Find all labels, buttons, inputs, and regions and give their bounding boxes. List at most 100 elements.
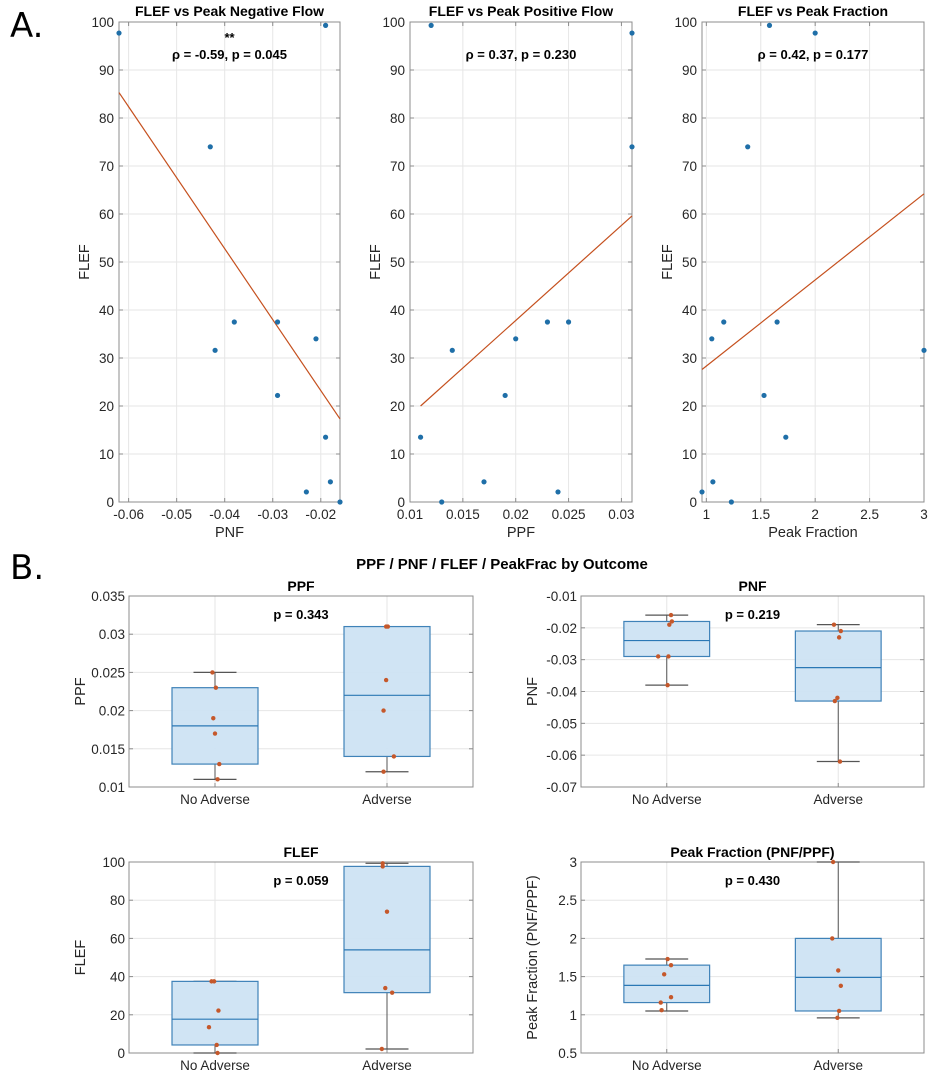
box-group-no-adverse [171, 670, 259, 782]
box [794, 937, 882, 1012]
y-tick-label: 40 [682, 303, 697, 318]
x-tick-label: Adverse [813, 1058, 863, 1073]
data-point [322, 434, 329, 440]
jitter-point [210, 670, 215, 675]
y-tick-label: 2 [569, 931, 577, 946]
jitter-point [379, 1046, 385, 1052]
data-point [481, 479, 487, 485]
y-tick-label: 10 [390, 447, 405, 462]
fit-line [420, 215, 633, 407]
data-point [327, 479, 333, 485]
chart-title: FLEF [284, 844, 319, 860]
y-tick-label: 10 [682, 447, 697, 462]
jitter-point [384, 909, 390, 914]
data-point [629, 144, 635, 150]
y-tick-label: 70 [390, 159, 405, 174]
y-tick-label: 90 [682, 63, 697, 78]
chart-b2: -0.07 -0.06 -0.05 -0.04 -0.03 -0.02 -0.01 No Ad… [525, 578, 925, 807]
data-point [555, 489, 561, 495]
jitter-point [665, 682, 670, 688]
x-tick-label: No Adverse [632, 1058, 702, 1073]
x-tick-label: No Adverse [180, 792, 250, 807]
y-tick-label: 100 [91, 15, 114, 30]
y-tick-label: 90 [390, 63, 405, 78]
y-tick-label: -0.04 [546, 685, 577, 700]
box-group-no-adverse [171, 979, 259, 1056]
jitter-point [389, 990, 395, 995]
jitter-point [668, 612, 674, 618]
jitter-point [211, 716, 216, 721]
box-group-no-adverse [623, 612, 711, 688]
chart-b3: 0 20 40 60 80 100 No Adverse Adverse FLEF p = 0.0… [73, 844, 474, 1073]
x-tick-label: 0.03 [608, 507, 634, 522]
data-point [502, 392, 508, 399]
y-axis-label: Peak Fraction (PNF/PPF) [525, 875, 541, 1039]
data-point [274, 392, 281, 399]
box [623, 620, 711, 658]
x-tick-label: -0.04 [209, 507, 240, 522]
x-tick-label: 0.01 [397, 507, 423, 522]
y-tick-label: 0.025 [91, 665, 125, 680]
y-tick-label: 40 [110, 970, 125, 985]
jitter-point [837, 759, 843, 764]
jitter-point [830, 859, 836, 865]
x-tick-label: Adverse [813, 792, 863, 807]
y-tick-label: 0.02 [99, 704, 125, 719]
stats-annotation: p = 0.430 [725, 873, 780, 888]
jitter-point [836, 1008, 842, 1014]
x-tick-label: Adverse [362, 1058, 412, 1073]
data-point [544, 319, 551, 325]
y-tick-label: -0.03 [546, 653, 577, 668]
box [794, 630, 882, 702]
data-point [439, 499, 445, 505]
y-tick-label: 40 [390, 303, 405, 318]
jitter-point [381, 769, 386, 774]
y-tick-label: 0.01 [99, 780, 125, 795]
box-group-adverse [794, 622, 882, 764]
y-tick-label: 0.015 [91, 742, 125, 757]
y-tick-label: 10 [99, 447, 114, 462]
jitter-point [659, 1008, 664, 1013]
data-point [745, 144, 751, 150]
chart-title: FLEF vs Peak Positive Flow [429, 3, 614, 19]
data-point [761, 392, 767, 399]
y-tick-label: 90 [99, 63, 114, 78]
y-tick-label: 50 [390, 255, 405, 270]
y-axis-label: FLEF [77, 244, 93, 280]
y-tick-label: 70 [99, 159, 114, 174]
jitter-point [216, 1008, 221, 1013]
jitter-point [212, 731, 218, 736]
x-axis-label: PPF [507, 525, 535, 541]
x-tick-label: -0.06 [113, 507, 144, 522]
data-point [629, 30, 635, 36]
data-point [774, 319, 780, 325]
y-tick-label: -0.01 [546, 589, 577, 604]
y-tick-label: 50 [99, 255, 114, 270]
jitter-point [666, 654, 671, 659]
y-tick-label: 2.5 [558, 893, 577, 908]
data-point [212, 347, 218, 353]
jitter-point [381, 708, 386, 713]
y-tick-label: 100 [674, 15, 697, 30]
data-point [513, 336, 519, 342]
data-point [783, 434, 789, 440]
chart-title: PNF [739, 578, 767, 594]
data-point [428, 22, 434, 28]
y-tick-label: -0.05 [546, 716, 577, 731]
jitter-point [217, 761, 222, 767]
data-point [417, 434, 424, 440]
y-tick-label: 30 [390, 351, 405, 366]
y-tick-label: 0.035 [91, 589, 125, 604]
box-group-no-adverse [623, 956, 711, 1013]
jitter-point [206, 1025, 212, 1030]
y-tick-label: 30 [682, 351, 697, 366]
y-tick-label: 60 [110, 931, 125, 946]
stats-annotation: p = 0.219 [725, 607, 780, 622]
y-axis-label: FLEF [660, 244, 676, 280]
data-point [699, 489, 705, 495]
y-tick-label: 20 [390, 399, 405, 414]
jitter-point [835, 695, 840, 701]
stats-annotation: p = 0.059 [273, 873, 328, 888]
x-axis-label: PNF [215, 525, 244, 541]
